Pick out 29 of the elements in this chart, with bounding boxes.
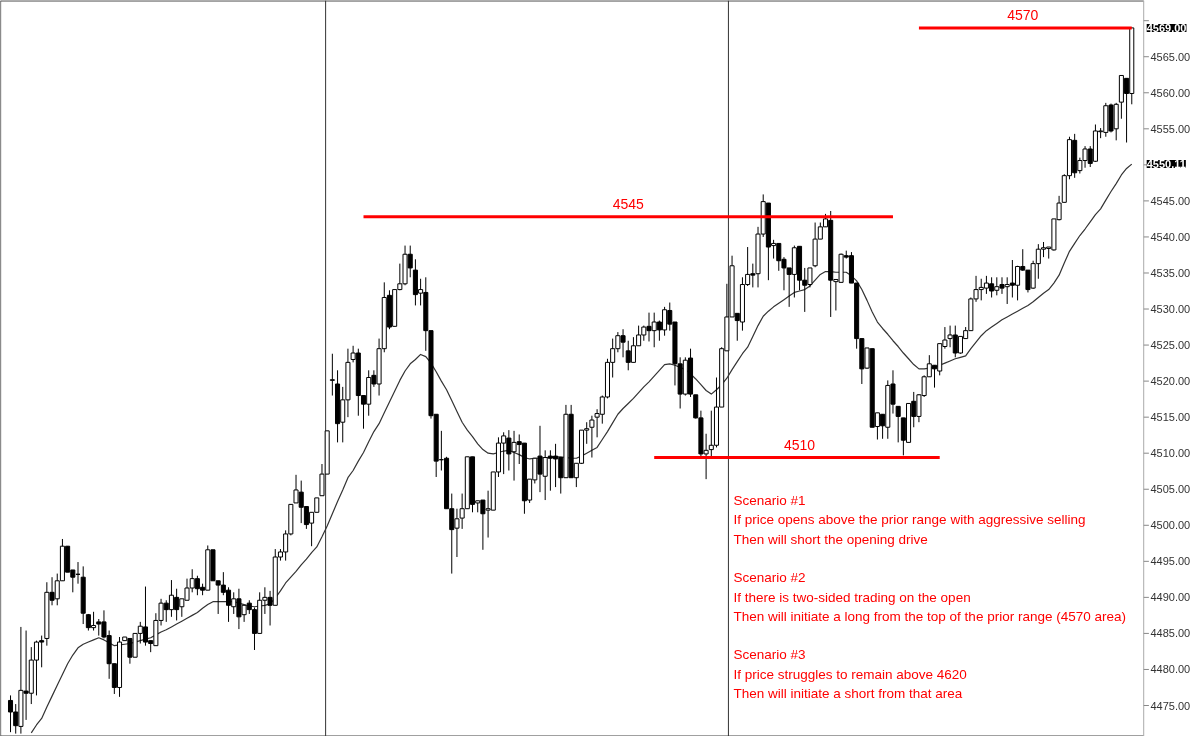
y-tick-label: 4535.00 — [1150, 266, 1191, 279]
y-tick-label: 4495.00 — [1150, 555, 1191, 568]
annotation: Scenario #3 If price struggles to remain above 4620 Then will initiate a short from that area — [733, 647, 967, 701]
y-tick-label: 4510.00 — [1150, 447, 1191, 460]
y-tick-label: 4525.00 — [1150, 339, 1191, 352]
y-tick-label: 4515.00 — [1150, 411, 1191, 424]
annotation: Scenario #1 If price opens above the prior range with aggressive selling Then will short the opening drive — [733, 493, 1086, 547]
y-tick-label: 4530.00 — [1150, 303, 1191, 316]
series-label: 4510 — [783, 436, 816, 453]
y-tick-label: 4520.00 — [1150, 375, 1191, 388]
series-label: 4570 — [1007, 6, 1039, 23]
y-tick-label: 4555.00 — [1150, 122, 1191, 135]
y2-tick-label: 4550.11 — [1146, 158, 1186, 171]
y-tick-label: 4480.00 — [1150, 663, 1191, 676]
y-tick-label: 4565.00 — [1150, 50, 1191, 63]
y-tick-label: 4485.00 — [1150, 627, 1191, 640]
y-tick-label: 4560.00 — [1150, 86, 1191, 99]
y-tick-label: 4545.00 — [1150, 194, 1191, 207]
y-tick-label: 4500.00 — [1150, 519, 1191, 532]
y-tick-label: 4475.00 — [1150, 699, 1191, 712]
y2-tick-label: 4569.00 — [1146, 21, 1187, 34]
annotation: Scenario #2 If there is two-sided trading on the open Then will initiate a long from the top of the prior range (4570 area) — [733, 570, 1126, 624]
series-label: 4545 — [612, 195, 645, 212]
y-tick-label: 4505.00 — [1150, 483, 1191, 496]
y-tick-label: 4490.00 — [1150, 591, 1191, 604]
candlestick — [142, 586, 149, 647]
y-tick-label: 4540.00 — [1150, 230, 1191, 243]
candlestick — [7, 694, 14, 733]
candlestick — [329, 353, 335, 397]
